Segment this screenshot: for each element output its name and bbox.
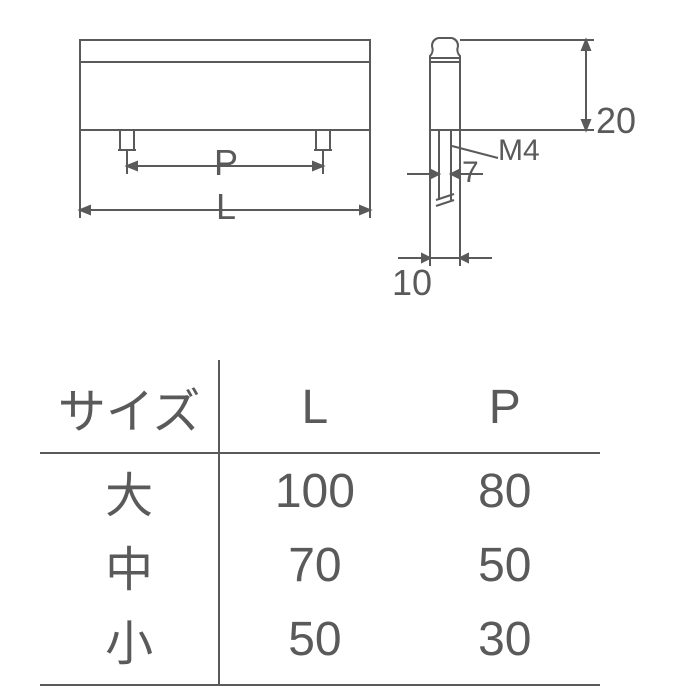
dim-label-p: P xyxy=(214,142,238,184)
table-row: 大 100 80 xyxy=(40,453,600,528)
cell-l: 50 xyxy=(219,602,409,685)
cell-size: 小 xyxy=(40,602,219,685)
cell-size: 中 xyxy=(40,528,219,602)
dim-label-l: L xyxy=(216,186,236,228)
col-p: P xyxy=(410,360,600,453)
col-size: サイズ xyxy=(40,360,219,453)
col-l: L xyxy=(219,360,409,453)
dim-label-20: 20 xyxy=(596,100,636,142)
table-header-row: サイズ L P xyxy=(40,360,600,453)
size-table-wrapper: サイズ L P 大 100 80 中 70 50 小 50 30 xyxy=(40,360,600,686)
cell-p: 80 xyxy=(410,453,600,528)
size-table: サイズ L P 大 100 80 中 70 50 小 50 30 xyxy=(40,360,600,686)
cell-p: 50 xyxy=(410,528,600,602)
dim-label-10: 10 xyxy=(392,262,432,304)
drawing-svg xyxy=(0,0,700,360)
technical-drawing-canvas: P L M4 20 7 10 サイズ L P 大 100 80 中 70 50 … xyxy=(0,0,700,700)
table-row: 中 70 50 xyxy=(40,528,600,602)
cell-l: 70 xyxy=(219,528,409,602)
dim-label-7: 7 xyxy=(462,156,479,190)
table-row: 小 50 30 xyxy=(40,602,600,685)
cell-size: 大 xyxy=(40,453,219,528)
dim-label-m4: M4 xyxy=(498,134,540,168)
cell-l: 100 xyxy=(219,453,409,528)
cell-p: 30 xyxy=(410,602,600,685)
